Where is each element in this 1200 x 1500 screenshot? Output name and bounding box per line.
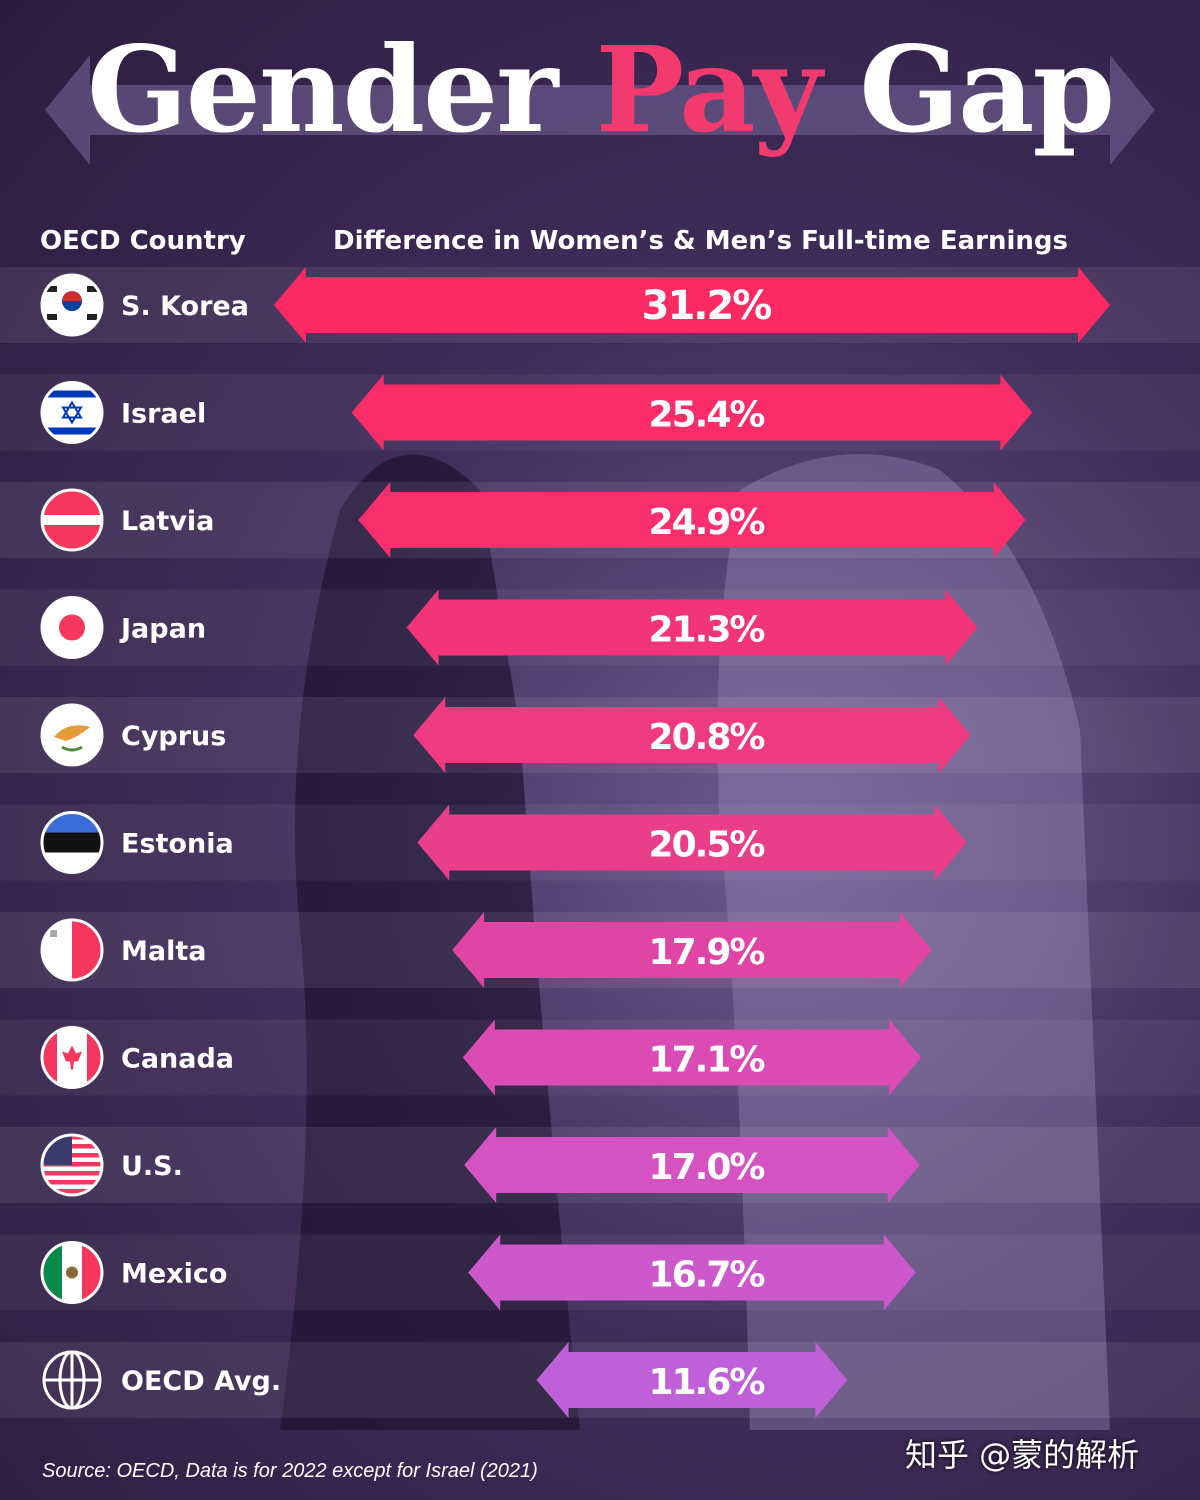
metric-header: Difference in Women’s & Men’s Full-time … [333,226,1068,256]
globe-icon [42,1350,102,1410]
latvia-flag [40,488,104,552]
value-label: 20.5% [649,825,765,866]
cyprus-flag [40,703,104,767]
country-label: Latvia [121,506,214,537]
japan-flag [40,596,104,659]
value-label: 31.2% [642,283,772,329]
bar-arrow [417,804,967,881]
country-label: S. Korea [121,291,249,322]
chart-row: Latvia 24.9% [0,482,1200,558]
country-header: OECD Country [40,226,246,256]
value-label: 16.7% [649,1255,765,1296]
bar-arrow [536,1342,848,1418]
bar-arrow [273,267,1111,343]
country-label: Malta [121,936,206,967]
value-label: 25.4% [649,395,765,436]
south-korea-flag [40,273,104,337]
value-label: 24.9% [649,502,765,543]
country-label: Mexico [121,1259,227,1290]
title-double-arrow [45,55,1155,165]
value-label: 20.8% [649,717,765,758]
chart-row: Estonia 20.5% [0,804,1200,881]
canada-flag [40,1026,104,1089]
country-label: OECD Avg. [121,1366,281,1397]
chart-row: U.S. 17.0% [0,1127,1200,1203]
country-label: Israel [121,399,206,430]
mexico-flag [40,1241,104,1304]
bar-arrow [358,482,1026,558]
source-note: Source: OECD, Data is for 2022 except fo… [42,1460,538,1482]
chart-row: Israel 25.4% [0,374,1200,451]
country-label: Cyprus [121,721,226,752]
chart-row: Canada 17.1% [0,1019,1200,1096]
bar-arrow [468,1234,916,1311]
country-label: U.S. [121,1151,183,1182]
page-title: Gender Pay Gap [87,20,1115,159]
chart-row: Japan 21.3% [0,589,1200,666]
chart-row: S. Korea 31.2% [0,267,1200,343]
value-label: 11.6% [649,1362,765,1403]
malta-flag [40,918,104,982]
estonia-flag [40,811,104,874]
chart-row: Malta 17.9% [0,912,1200,988]
value-label: 17.1% [649,1040,765,1081]
value-label: 17.9% [649,932,765,973]
country-label: Canada [121,1044,234,1075]
bar-arrow [464,1127,920,1203]
watermark: 知乎 @蒙的解析 [905,1436,1140,1474]
bar-arrow [452,912,932,988]
value-label: 21.3% [649,610,765,651]
value-label: 17.0% [649,1147,765,1188]
chart-row: Mexico 16.7% [0,1234,1200,1311]
bar-arrow [413,697,971,773]
israel-flag [40,381,104,444]
bar-arrow [462,1019,922,1096]
country-label: Japan [119,614,206,645]
usa-flag [40,1133,104,1197]
bar-arrow [351,374,1033,451]
chart-row: OECD Avg. 11.6% [0,1342,1200,1418]
bar-arrow [406,589,978,666]
chart-row: Cyprus 20.8% [0,697,1200,773]
country-label: Estonia [121,829,234,860]
